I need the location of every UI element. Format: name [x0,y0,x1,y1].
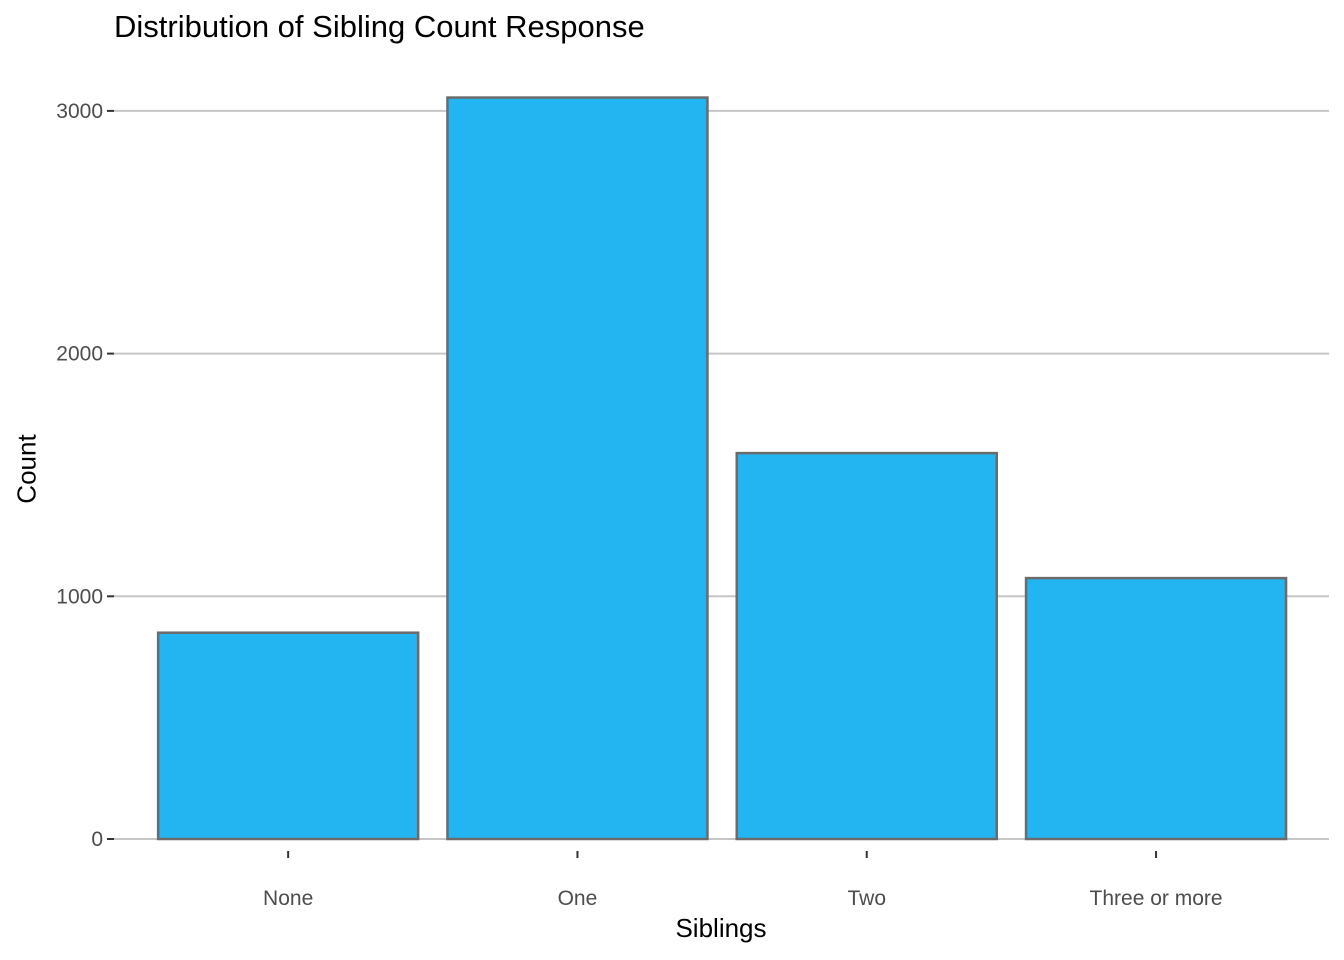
x-axis-title: Siblings [675,913,767,943]
x-axis: None One Two Three or more [263,851,1223,910]
bars [156,96,1288,841]
y-axis-title: Count [11,434,42,504]
bar-one [446,96,709,841]
y-tick-label: 0 [91,828,103,851]
y-tick-label: 3000 [56,100,103,123]
y-axis: 0 1000 2000 3000 [56,100,114,851]
bar-none [156,631,420,841]
x-tick-label: None [263,887,313,910]
bar-three-or-more [1024,576,1288,841]
x-tick-label: Two [847,887,886,910]
x-tick-label: One [558,887,598,910]
chart-title: Distribution of Sibling Count Response [114,9,645,44]
x-tick-label: Three or more [1090,887,1223,910]
bar-two [735,451,998,841]
y-tick-label: 1000 [56,585,103,608]
y-tick-label: 2000 [56,343,103,366]
